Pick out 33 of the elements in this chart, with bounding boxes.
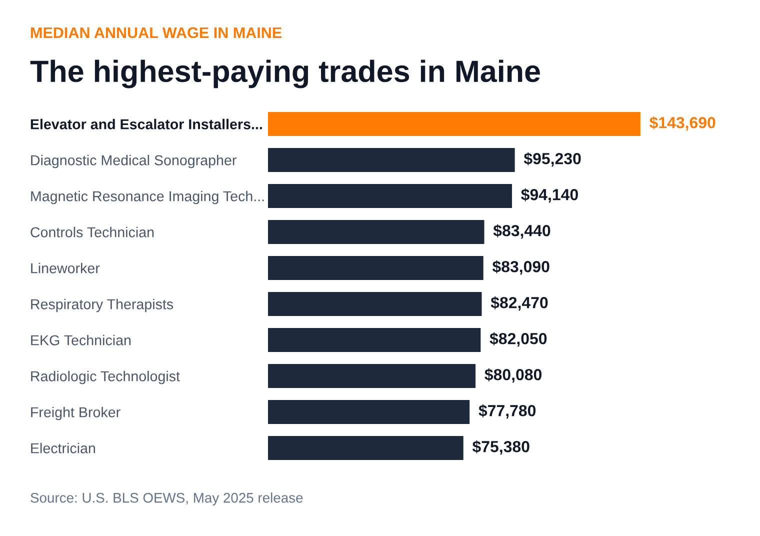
bar	[268, 364, 476, 388]
source-note: Source: U.S. BLS OEWS, May 2025 release	[30, 492, 303, 506]
bar	[268, 328, 481, 352]
data-label: $82,050	[490, 332, 547, 347]
bar	[268, 436, 464, 460]
bar	[268, 400, 470, 424]
data-label: $143,690	[650, 116, 716, 131]
y-tick-label: EKG Technician	[31, 334, 131, 346]
y-tick-label: Magnetic Resonance Imaging Tech...	[31, 190, 264, 204]
data-label: $82,470	[490, 296, 548, 311]
bar	[268, 148, 515, 172]
chart-title: The highest-paying trades in Maine	[30, 60, 540, 88]
y-tick-label: Electrician	[31, 442, 96, 454]
data-label: $77,780	[478, 404, 536, 419]
y-tick-label: Respiratory Therapists	[31, 298, 174, 312]
bar	[268, 184, 512, 208]
y-tick-label: Radiologic Technologist	[31, 370, 180, 384]
data-label: $83,090	[492, 260, 550, 275]
data-label: $95,230	[524, 152, 581, 167]
data-label: $80,080	[484, 368, 542, 383]
bar	[268, 112, 640, 136]
y-tick-label: Elevator and Escalator Installers...	[30, 118, 262, 130]
data-label: $75,380	[472, 440, 530, 455]
y-tick-label: Diagnostic Medical Sonographer	[31, 154, 236, 168]
bar	[268, 256, 484, 280]
y-tick-label: Freight Broker	[31, 406, 120, 420]
data-label: $83,440	[493, 224, 550, 239]
chart-subtitle: MEDIAN ANNUAL WAGE IN MAINE	[31, 27, 282, 38]
bar	[268, 220, 484, 244]
bar	[268, 292, 482, 316]
y-tick-label: Controls Technician	[30, 226, 154, 238]
data-label: $94,140	[521, 188, 578, 203]
y-tick-label: Lineworker	[31, 262, 100, 274]
